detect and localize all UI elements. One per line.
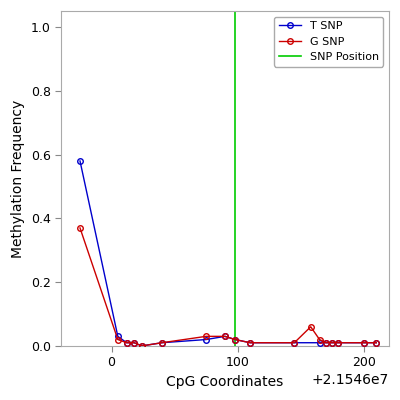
X-axis label: CpG Coordinates: CpG Coordinates <box>166 375 284 389</box>
Legend: T SNP, G SNP, SNP Position: T SNP, G SNP, SNP Position <box>274 17 383 67</box>
Y-axis label: Methylation Frequency: Methylation Frequency <box>11 99 25 258</box>
